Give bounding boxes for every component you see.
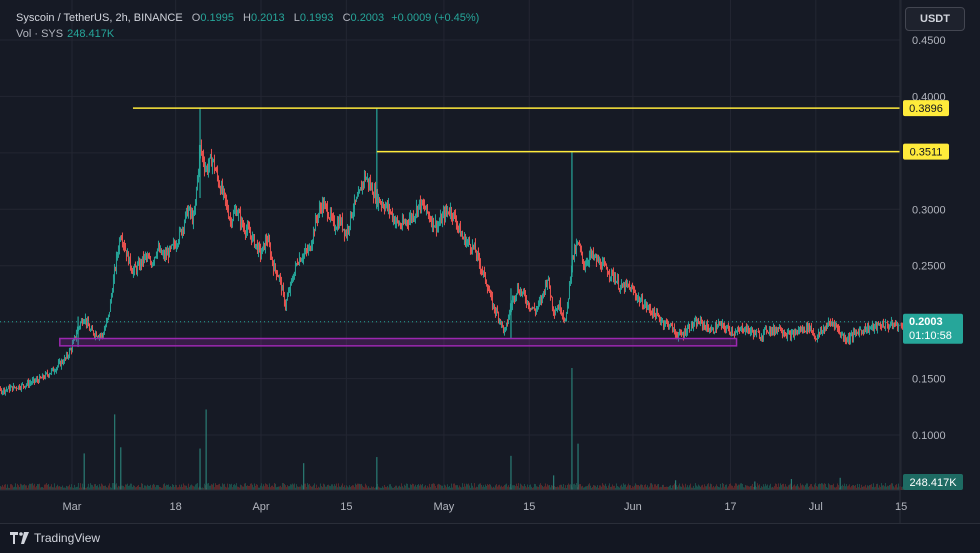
price-tick-label: 0.4500	[912, 35, 946, 47]
time-axis[interactable]: Mar 18 Apr 15 May 15 Jun 17 Jul 15	[0, 489, 907, 513]
price-tags: 0.3896 0.3511 0.2003 01:10:58 248.417K	[903, 100, 963, 490]
level-price-label: 0.3511	[910, 147, 943, 159]
support-zone-rect[interactable]	[59, 337, 738, 347]
chart-background	[0, 0, 980, 523]
volume-value: 248.417K	[67, 28, 115, 40]
change-value: +0.0009 (+0.45%)	[391, 12, 480, 24]
close-label: C	[342, 12, 351, 24]
time-tick-label: 18	[170, 501, 182, 513]
low-value: 0.1993	[299, 12, 334, 24]
open-value: 0.1995	[200, 12, 234, 24]
drawing-overlays[interactable]	[0, 107, 900, 347]
tradingview-label: TradingView	[34, 531, 101, 545]
time-tick-label: May	[434, 501, 455, 513]
symbol-title[interactable]: Syscoin / TetherUS, 2h, BINANCE	[16, 12, 183, 24]
candles	[0, 108, 932, 396]
close-value: 0.2003	[350, 12, 385, 24]
high-value: 0.2013	[251, 12, 285, 24]
volume-label[interactable]: Vol · SYS	[16, 28, 64, 40]
price-tick-label: 0.2500	[912, 261, 946, 273]
time-tick-label: 15	[523, 501, 535, 513]
high-label: H	[243, 12, 251, 24]
time-tick-label: 17	[724, 501, 736, 513]
level-price-label: 0.3896	[909, 103, 943, 115]
time-tick-label: 15	[895, 501, 907, 513]
last-price-label: 0.2003	[909, 316, 943, 328]
price-tick-label: 0.3000	[912, 204, 946, 216]
symbol-legend: Syscoin / TetherUS, 2h, BINANCE O0.1995 …	[16, 10, 479, 26]
currency-button[interactable]: USDT	[905, 7, 965, 31]
time-tick-label: Jul	[809, 501, 823, 513]
time-tick-label: Apr	[252, 501, 269, 513]
last-price-tag	[903, 313, 963, 344]
tradingview-logo[interactable]: TradingView	[10, 531, 100, 545]
footer-bar: TradingView	[0, 523, 980, 553]
volume-legend: Vol · SYS 248.417K	[16, 26, 114, 42]
time-tick-label: Jun	[624, 501, 642, 513]
low-label: L	[293, 12, 300, 24]
price-tick-label: 0.1000	[912, 430, 946, 442]
level-price-tag	[903, 100, 949, 117]
price-chart[interactable]: 0.45000.40000.35000.30000.25000.20000.15…	[0, 0, 980, 523]
level-price-tag	[903, 143, 949, 160]
tradingview-logo-icon	[10, 532, 29, 544]
time-tick-label: 15	[340, 501, 352, 513]
last-volume-tag	[903, 474, 963, 490]
last-volume-label: 248.417K	[909, 477, 957, 489]
time-tick-label: Mar	[63, 501, 82, 513]
countdown-label: 01:10:58	[909, 330, 952, 342]
open-label: O	[191, 12, 201, 24]
price-tick-label: 0.1500	[912, 374, 946, 386]
